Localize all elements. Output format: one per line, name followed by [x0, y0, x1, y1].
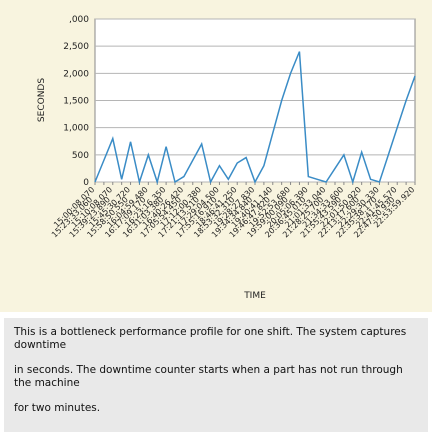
- y-tick-label: 2,500: [63, 42, 89, 52]
- y-axis-label: SECONDS: [37, 78, 47, 122]
- y-tick-label: ,000: [69, 15, 89, 25]
- y-tick-label: 1,500: [63, 97, 89, 107]
- y-tick-label: 2,000: [63, 69, 89, 79]
- x-axis-label: TIME: [243, 291, 266, 301]
- description-text: for two minutes.: [14, 402, 101, 414]
- chart: SECONDS TIME 0 500 1,000 1,500 2,000 2,500 ,00…: [0, 0, 432, 312]
- description-text: in seconds. The downtime counter starts …: [14, 364, 403, 389]
- y-tick-label: 500: [72, 151, 89, 161]
- series-line: [94, 51, 416, 185]
- description-text: This is a bottleneck performance profile…: [14, 326, 407, 351]
- y-tick-label: 0: [83, 178, 89, 188]
- y-tick-label: 1,000: [63, 124, 89, 134]
- description-panel: This is a bottleneck performance profile…: [4, 318, 428, 432]
